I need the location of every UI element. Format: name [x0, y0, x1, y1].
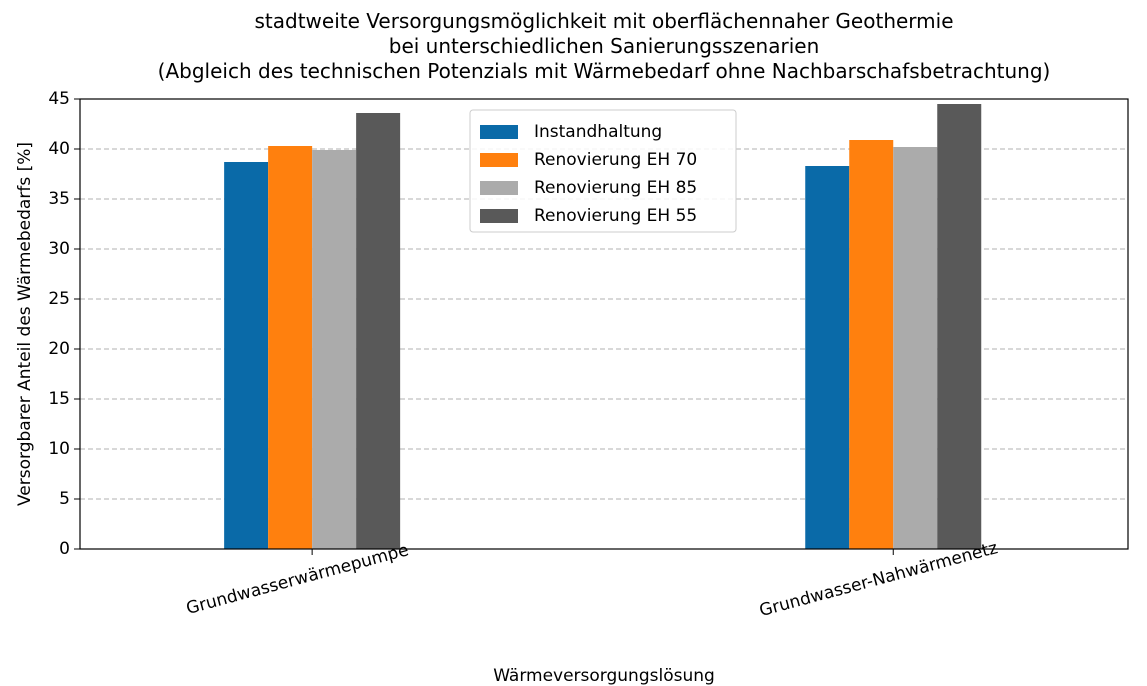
legend — [469, 109, 737, 233]
chart-title: bei unterschiedlichen Sanierungsszenarie… — [389, 34, 820, 58]
bar — [849, 140, 894, 549]
chart-title: stadtweite Versorgungsmöglichkeit mit ob… — [254, 9, 953, 33]
bar — [937, 104, 982, 549]
legend-swatch — [480, 209, 518, 223]
legend-swatch — [480, 125, 518, 139]
plot-frame — [79, 98, 1129, 550]
legend-label: Renovierung EH 55 — [534, 206, 697, 226]
y-tick-label: 0 — [59, 539, 70, 559]
y-tick-label: 5 — [59, 489, 70, 509]
y-tick-label: 10 — [48, 439, 70, 459]
bar — [356, 113, 401, 549]
bar — [268, 146, 313, 549]
y-tick-label: 35 — [48, 189, 70, 209]
legend-label: Renovierung EH 85 — [534, 178, 697, 198]
y-axis-label: Versorgbarer Anteil des Wärmebedarfs [%] — [15, 142, 35, 506]
y-tick-label: 20 — [48, 339, 70, 359]
bar — [312, 150, 357, 549]
y-tick-label: 40 — [48, 139, 70, 159]
legend-label: Instandhaltung — [534, 122, 662, 142]
y-tick-label: 25 — [48, 289, 70, 309]
y-tick-label: 45 — [48, 89, 70, 109]
x-tick-label: Grundwasserwärmepumpe — [184, 540, 411, 619]
y-tick-label: 30 — [48, 239, 70, 259]
legend-swatch — [480, 181, 518, 195]
x-tick-label: Grundwasser-Nahwärmenetz — [757, 538, 1000, 621]
legend-swatch — [480, 153, 518, 167]
chart-title: (Abgleich des technischen Potenzials mit… — [158, 59, 1051, 83]
legend-label: Renovierung EH 70 — [534, 150, 697, 170]
bar — [224, 162, 269, 549]
y-tick-label: 15 — [48, 389, 70, 409]
bar — [805, 166, 850, 549]
bar — [893, 147, 938, 549]
x-axis-label: Wärmeversorgungslösung — [493, 666, 715, 686]
